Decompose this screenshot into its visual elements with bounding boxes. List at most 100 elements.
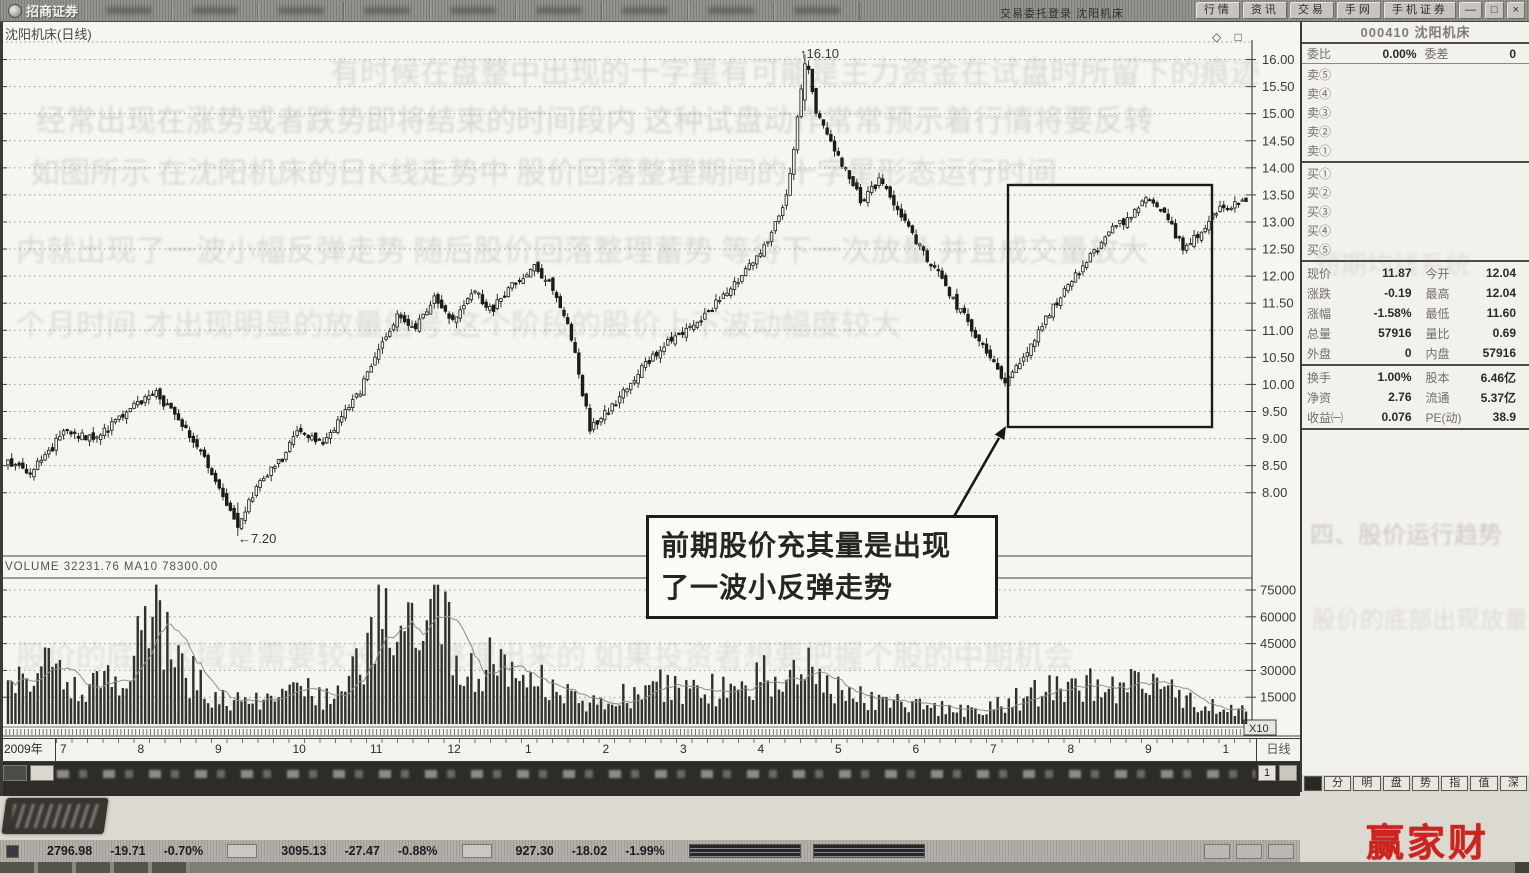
candlestick-chart-canvas[interactable]: 16.00 15.50 15.00 14.50 14.00 13.50 13.00 12.50… xyxy=(0,22,1300,738)
quote-info-row: 涨幅 -1.58% 最低 11.60 xyxy=(1302,303,1529,323)
quote-info-row: 净资 2.76 流通 5.37亿 xyxy=(1302,387,1529,407)
function-tab-1[interactable] xyxy=(3,765,27,781)
symbol-period-label: 沈阳机床(日线) xyxy=(5,27,92,42)
bid-row: 买④ xyxy=(1302,221,1529,240)
svg-text:↑16.10: ↑16.10 xyxy=(800,46,839,61)
info-label: 净资 xyxy=(1307,390,1332,405)
info-value: 6.46亿 xyxy=(1480,370,1516,385)
svg-text:14.00: 14.00 xyxy=(1262,160,1295,175)
date-axis-year: 2009年 xyxy=(0,739,56,761)
weicha-label: 委差 xyxy=(1424,47,1449,61)
info-label: 流通 xyxy=(1425,390,1450,405)
titlebar-button-3[interactable]: 交易 xyxy=(1289,2,1334,19)
svg-text:10.50: 10.50 xyxy=(1262,350,1295,365)
status-separator-box[interactable] xyxy=(227,844,258,858)
ask-row: 卖① xyxy=(1302,141,1529,160)
chart-area: 16.00 15.50 15.00 14.50 14.00 13.50 13.00 12.50… xyxy=(0,22,1300,796)
menu-item-3[interactable] xyxy=(258,1,345,20)
index-group-2: 3095.13 -27.47 -0.88% xyxy=(281,844,437,858)
index-value: 3095.13 xyxy=(281,844,327,858)
svg-text:75000: 75000 xyxy=(1260,583,1296,598)
info-value: 2.76 xyxy=(1388,390,1412,404)
panel-tab-1[interactable]: 分 xyxy=(1324,776,1352,791)
status-mini-button-3[interactable] xyxy=(1268,843,1294,859)
menu-item-1[interactable] xyxy=(86,1,173,20)
ask-row: 卖④ xyxy=(1302,84,1529,103)
index-value: 927.30 xyxy=(515,844,554,858)
svg-text:16.00: 16.00 xyxy=(1262,52,1295,67)
index-group-3: 927.30 -18.02 -1.99% xyxy=(516,844,665,858)
restore-button[interactable]: □ xyxy=(1484,2,1504,19)
quote-info-row: 涨跌 -0.19 最高 12.04 xyxy=(1302,283,1529,303)
ask-label: 卖④ xyxy=(1307,87,1332,101)
menu-item-6[interactable] xyxy=(516,1,603,20)
info-value: -1.58% xyxy=(1373,306,1412,320)
titlebar-button-4[interactable]: 手网 xyxy=(1336,2,1381,19)
panel-tab-4[interactable]: 势 xyxy=(1411,776,1440,791)
month-label: 5 xyxy=(835,742,842,756)
menu-item-5[interactable] xyxy=(430,1,517,20)
broker-logo: 招商证券 xyxy=(0,1,86,20)
svg-text:45000: 45000 xyxy=(1260,636,1296,651)
menu-item-8[interactable] xyxy=(688,1,775,20)
bid-row: 买⑤ xyxy=(1302,240,1529,259)
info-label: 量比 xyxy=(1425,326,1450,341)
chart-corner-icons[interactable]: ◇ □ xyxy=(1212,30,1247,44)
month-label: 6 xyxy=(912,742,920,756)
month-label: 3 xyxy=(680,742,687,756)
quote-info-row: 现价 11.87 今开 12.04 xyxy=(1302,263,1529,283)
status-mini-button-1[interactable] xyxy=(1204,843,1230,859)
titlebar-button-5[interactable]: 手机证券 xyxy=(1383,2,1456,19)
bid-row: 买③ xyxy=(1302,202,1529,221)
page-number-box[interactable]: 1 xyxy=(1258,765,1276,781)
menu-item-smudge xyxy=(535,7,583,14)
titlebar-button-1[interactable]: 行情 xyxy=(1195,2,1240,19)
panel-tab-3[interactable]: 盘 xyxy=(1382,776,1410,791)
close-button[interactable]: × xyxy=(1506,2,1525,19)
month-label: 7 xyxy=(990,742,997,756)
svg-text:8.00: 8.00 xyxy=(1262,485,1287,500)
index-value: -1.99% xyxy=(625,844,665,858)
titlebar-button-2[interactable]: 资讯 xyxy=(1242,2,1287,19)
panel-tab-7[interactable]: 深 xyxy=(1499,776,1527,791)
index-value: -0.88% xyxy=(397,844,438,858)
status-mini-button-2[interactable] xyxy=(1236,843,1262,859)
svg-text:←7.20: ←7.20 xyxy=(238,531,276,546)
svg-text:14.50: 14.50 xyxy=(1262,133,1295,148)
panel-tab-selected[interactable] xyxy=(1304,776,1322,791)
menu-item-4[interactable] xyxy=(344,1,431,20)
ask-row: 卖③ xyxy=(1302,103,1529,122)
info-value: 1.00% xyxy=(1377,370,1412,384)
period-label[interactable]: 日线 xyxy=(1256,739,1300,761)
info-label: 总量 xyxy=(1307,326,1332,341)
svg-text:13.50: 13.50 xyxy=(1262,187,1295,202)
info-value: 11.60 xyxy=(1486,306,1516,320)
page-nav-box[interactable] xyxy=(1279,765,1297,781)
minimize-button[interactable]: — xyxy=(1458,2,1482,19)
index-value: -27.47 xyxy=(344,844,380,858)
month-label: 2 xyxy=(602,742,610,756)
panel-tab-2[interactable]: 明 xyxy=(1353,776,1381,791)
title-bar: 招商证券 交易委托登录 沈阳机床 行情 资讯 交易 手网 手机证券 — □ × xyxy=(0,0,1529,22)
function-tab-2[interactable] xyxy=(30,765,54,781)
info-label: 换手 xyxy=(1307,370,1332,385)
bid-label: 买① xyxy=(1307,167,1332,181)
info-value: 0.076 xyxy=(1381,410,1412,424)
ask-label: 卖② xyxy=(1307,125,1332,139)
menu-item-7[interactable] xyxy=(602,1,689,20)
info-value: -0.19 xyxy=(1384,286,1412,300)
svg-text:15000: 15000 xyxy=(1260,690,1296,705)
index-group-1: 2796.98 -19.71 -0.70% xyxy=(47,844,203,858)
status-separator-box[interactable] xyxy=(461,844,492,858)
menu-item-9[interactable] xyxy=(774,1,861,20)
index-value: 2796.98 xyxy=(47,844,93,858)
panel-tab-5[interactable]: 指 xyxy=(1441,776,1469,791)
info-label: 股本 xyxy=(1425,370,1450,385)
panel-tab-6[interactable]: 值 xyxy=(1470,776,1498,791)
index-value: -0.70% xyxy=(163,844,204,858)
info-label: 外盘 xyxy=(1307,346,1332,361)
menu-item-2[interactable] xyxy=(172,1,259,20)
info-label: 涨跌 xyxy=(1307,286,1332,301)
weicha-value: 0 xyxy=(1509,46,1516,61)
